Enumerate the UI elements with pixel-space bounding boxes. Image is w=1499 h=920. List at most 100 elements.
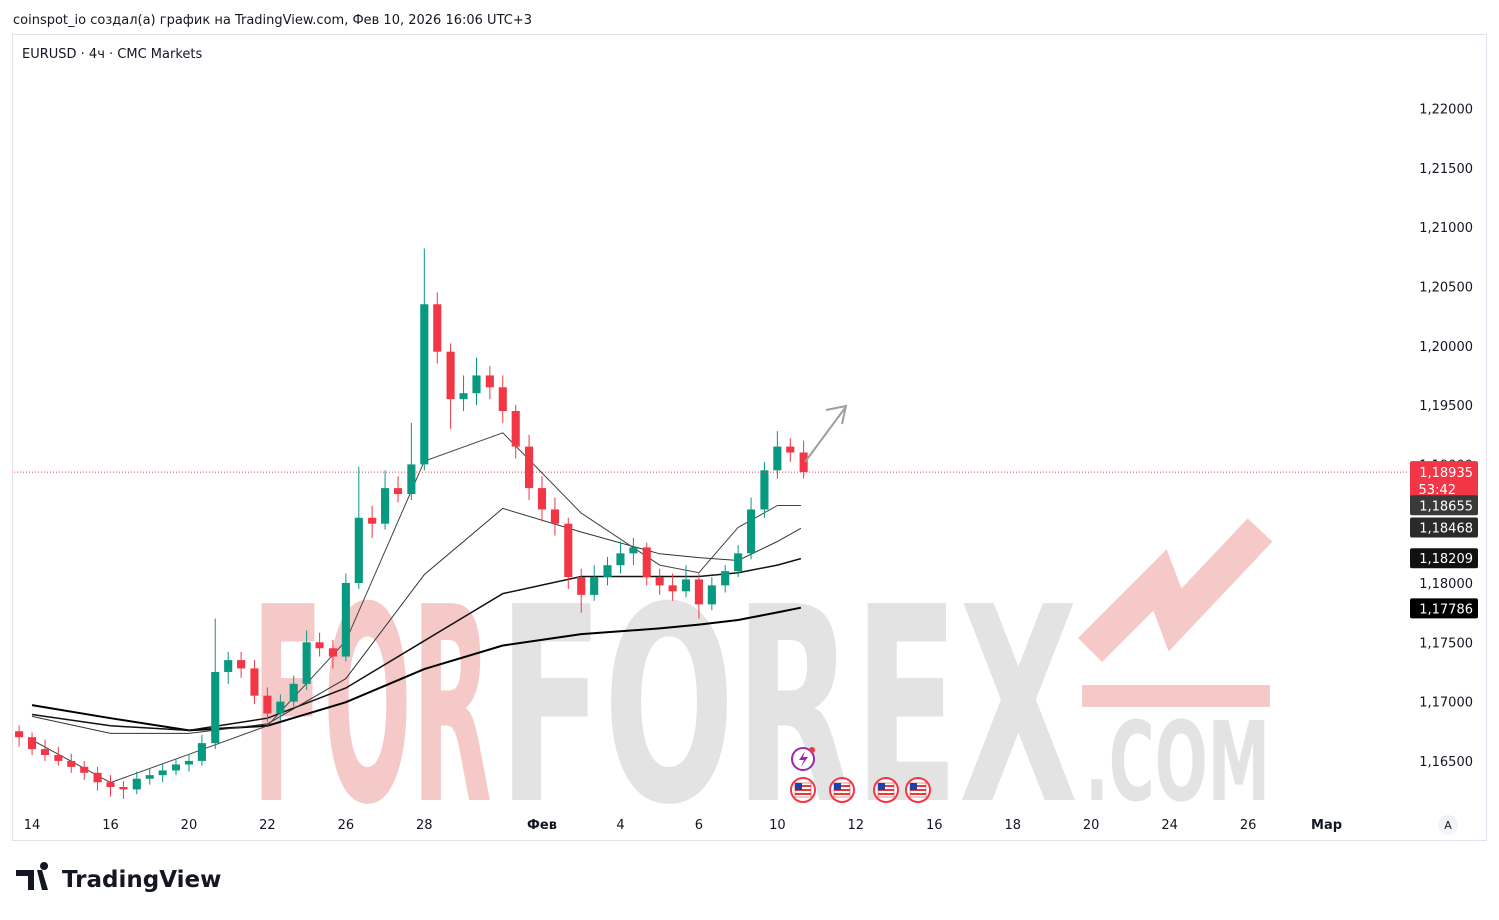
candle-body <box>773 446 782 471</box>
candle-body <box>184 760 194 765</box>
watermark-second: FOREX <box>498 549 1078 864</box>
candle-body <box>54 754 63 761</box>
price-label-box <box>1410 461 1478 500</box>
y-tick-label: 1,21500 <box>1419 162 1473 177</box>
countdown: 53:42 <box>1419 483 1456 498</box>
candle-body <box>694 579 703 605</box>
candle-body <box>407 464 416 495</box>
candle-body <box>537 488 547 510</box>
x-tick-label: 14 <box>24 818 41 833</box>
flag-stripe <box>910 793 926 795</box>
y-tick-label: 1,18000 <box>1419 577 1473 592</box>
candle-body <box>80 766 89 773</box>
candle-body <box>446 351 455 400</box>
candle-body <box>302 642 311 684</box>
flag-stripe <box>834 785 850 787</box>
watermark-third: .COM <box>1085 698 1270 826</box>
price-label-box <box>1410 548 1478 569</box>
watermark-bar <box>1082 685 1270 707</box>
flag-canton <box>795 783 802 790</box>
candle-body <box>119 787 128 790</box>
x-tick-label: 10 <box>769 818 786 833</box>
y-tick-label: 1,17500 <box>1419 636 1473 651</box>
flag-canton <box>878 783 885 790</box>
candle-body <box>760 470 769 510</box>
events <box>790 747 931 803</box>
candle-body <box>263 695 272 714</box>
flag-stripe <box>910 785 926 787</box>
candle-body <box>681 579 691 592</box>
candle-body <box>368 517 377 524</box>
candle-body <box>459 393 468 400</box>
candle-body <box>577 577 586 595</box>
candle-body <box>485 375 494 388</box>
candle-body <box>381 488 390 524</box>
candle-body <box>237 660 246 669</box>
candle-body <box>393 488 403 495</box>
candle-body <box>40 749 50 755</box>
x-tick-label: 26 <box>1240 818 1257 833</box>
plot <box>14 248 1408 799</box>
candle-body <box>707 585 716 605</box>
x-tick-label: 28 <box>416 818 433 833</box>
y-tick-label: 1,20000 <box>1419 340 1473 355</box>
footer-logo: TradingView <box>16 862 221 893</box>
candle-body <box>721 571 730 586</box>
candle-body <box>590 577 599 595</box>
x-tick-label: 26 <box>338 818 355 833</box>
header-caption: coinspot_io создал(а) график на TradingV… <box>13 13 532 28</box>
x-tick-label: 24 <box>1161 818 1178 833</box>
event-bolt <box>799 751 808 767</box>
logo-mark <box>16 862 49 890</box>
candle-body <box>498 387 507 412</box>
candle-body <box>420 304 429 465</box>
price-label: 1,18935 <box>1419 466 1473 481</box>
candle-body <box>642 547 651 578</box>
candle-body <box>603 565 612 578</box>
x-tick-label: 16 <box>926 818 943 833</box>
price-label: 1,18468 <box>1419 521 1473 536</box>
candle-body <box>132 778 141 790</box>
chart-frame <box>12 34 1487 841</box>
candle-body <box>145 775 154 779</box>
flag-canton <box>834 783 841 790</box>
candle-body <box>668 585 677 592</box>
candle-body <box>250 668 259 696</box>
candle-body <box>747 509 756 554</box>
candle-body <box>158 770 167 776</box>
x-tick-label: 6 <box>695 818 703 833</box>
x-tick-label: 22 <box>259 818 276 833</box>
scale-button[interactable]: A <box>1444 819 1452 832</box>
y-tick-label: 1,19500 <box>1419 399 1473 414</box>
flag-stripe <box>795 785 811 787</box>
price-label: 1,18655 <box>1419 499 1473 514</box>
candle-body <box>550 509 559 524</box>
candle-body <box>197 743 206 761</box>
price-label-box <box>1410 598 1478 619</box>
watermark-first: FOR <box>252 549 492 864</box>
candle-body <box>276 701 285 714</box>
x-tick-label: 20 <box>181 818 198 833</box>
candle-body <box>289 683 298 702</box>
flag-stripe <box>878 789 894 791</box>
flag-stripe <box>878 785 894 787</box>
flag-stripe <box>795 793 811 795</box>
candle-body <box>328 648 337 657</box>
x-tick-label: 12 <box>848 818 865 833</box>
candle-body <box>211 671 220 744</box>
candle-body <box>315 642 324 649</box>
candle-body <box>93 772 102 783</box>
flag-canton <box>910 783 917 790</box>
scale-button-bg[interactable] <box>1438 815 1458 835</box>
candle-body <box>341 583 350 657</box>
y-tick-label: 1,21000 <box>1419 221 1473 236</box>
candle-body <box>171 764 181 771</box>
flag-stripe <box>834 793 850 795</box>
candle-body <box>472 375 481 394</box>
candle-body <box>27 737 37 750</box>
candle-body <box>564 523 573 578</box>
price-label-box <box>1410 495 1478 516</box>
candle-body <box>224 660 233 672</box>
candle-body <box>786 446 795 453</box>
candle-body <box>106 782 115 788</box>
